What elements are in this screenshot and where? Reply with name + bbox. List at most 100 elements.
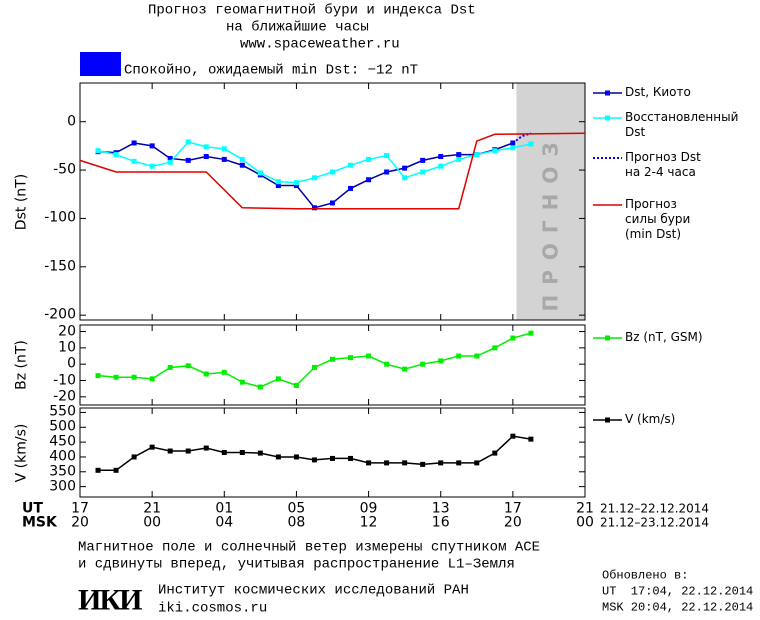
data-point — [293, 454, 299, 460]
data-point — [311, 175, 317, 181]
data-point — [185, 157, 191, 163]
data-point — [131, 158, 137, 164]
legend-marker — [605, 417, 610, 423]
data-point — [456, 460, 462, 466]
data-point — [366, 156, 372, 162]
legend-label: Bz (nT, GSM) — [625, 330, 703, 344]
data-point — [456, 156, 462, 162]
x-tick-label-msk: 12 — [359, 514, 378, 531]
x-tick-label-msk: 04 — [215, 514, 234, 531]
data-point — [311, 364, 317, 370]
updated-ut: UT 17:04, 22.12.2014 — [602, 584, 754, 599]
data-point — [95, 467, 101, 473]
data-point — [293, 382, 299, 388]
data-point — [528, 330, 534, 336]
data-point — [492, 450, 498, 456]
data-point — [330, 169, 335, 175]
x-tick-label: 05 — [287, 500, 306, 517]
data-point — [275, 183, 281, 189]
data-point — [149, 376, 155, 382]
forecast-label: ПРОГНОЗ — [538, 131, 563, 312]
data-point — [402, 175, 408, 181]
data-point — [330, 356, 335, 362]
data-point — [221, 156, 227, 162]
data-point — [257, 170, 263, 176]
x-tick-label: 09 — [359, 500, 378, 517]
data-point — [528, 436, 534, 442]
plot-frame — [79, 82, 586, 321]
y-axis-label: V (km/s) — [13, 423, 30, 482]
data-point — [203, 154, 209, 160]
data-point — [221, 369, 227, 375]
institute-name: Институт космических исследований РАН — [158, 582, 469, 599]
data-point — [402, 366, 408, 372]
data-point — [131, 454, 137, 460]
data-point — [384, 153, 390, 159]
data-point — [420, 169, 426, 175]
y-tick-label: 0 — [67, 355, 76, 372]
data-point — [149, 444, 155, 450]
y-tick-label: 10 — [58, 339, 76, 356]
data-point — [113, 467, 119, 473]
data-point — [510, 335, 516, 341]
data-point — [384, 169, 390, 175]
data-point — [131, 374, 137, 380]
legend-marker — [605, 335, 610, 341]
x-axis-label: UT — [22, 500, 43, 517]
data-point — [275, 454, 281, 460]
data-point — [203, 371, 209, 377]
footer-note: и сдвинуты вперед, учитывая распростране… — [78, 556, 515, 573]
title-line: на ближайшие часы — [226, 19, 369, 36]
data-point — [221, 450, 227, 455]
data-point — [167, 448, 173, 454]
data-point — [239, 156, 245, 162]
y-tick-label: 0 — [67, 113, 76, 130]
data-point — [275, 179, 281, 185]
x-tick-label-msk: 20 — [503, 514, 522, 531]
data-point — [167, 159, 173, 165]
data-point — [348, 185, 354, 191]
data-point — [456, 353, 462, 359]
data-point — [474, 152, 480, 158]
y-tick-label: -200 — [44, 306, 76, 323]
y-tick-label: 500 — [49, 418, 76, 435]
data-point — [257, 450, 263, 456]
data-point — [330, 200, 335, 206]
status-indicator — [80, 52, 121, 76]
legend-label: Прогноз Dst на 2-4 часа — [625, 150, 701, 179]
data-point — [474, 353, 480, 359]
data-point — [348, 162, 354, 168]
data-point — [384, 460, 390, 466]
data-point — [293, 180, 299, 186]
data-point — [492, 148, 498, 154]
data-point — [438, 154, 444, 160]
x-tick-label: 13 — [431, 500, 450, 517]
data-point — [113, 374, 119, 380]
series-line — [97, 332, 532, 388]
y-tick-label: 550 — [49, 403, 76, 420]
x-axis-label-msk: MSK — [22, 514, 57, 531]
series-line — [97, 142, 514, 209]
x-tick-label: 17 — [503, 500, 522, 517]
data-point — [402, 460, 408, 466]
x-tick-label-msk: 08 — [287, 514, 306, 531]
data-point — [149, 143, 155, 149]
legend-marker — [605, 115, 610, 121]
plot-frame — [79, 324, 586, 406]
y-tick-label: -10 — [53, 372, 76, 388]
data-point — [185, 448, 191, 454]
data-point — [510, 145, 516, 151]
x-tick-label-msk: 00 — [576, 514, 594, 531]
date-range: 21.12–22.12.2014 — [600, 501, 710, 516]
data-point — [221, 146, 227, 152]
data-point — [185, 363, 191, 369]
legend-label: Восстановленный Dst — [625, 110, 739, 139]
legend-marker — [605, 90, 610, 96]
x-tick-label-msk: 00 — [143, 514, 162, 531]
data-point — [420, 461, 426, 467]
data-point — [167, 364, 173, 370]
x-tick-label: 21 — [576, 500, 594, 517]
data-point — [438, 358, 444, 364]
